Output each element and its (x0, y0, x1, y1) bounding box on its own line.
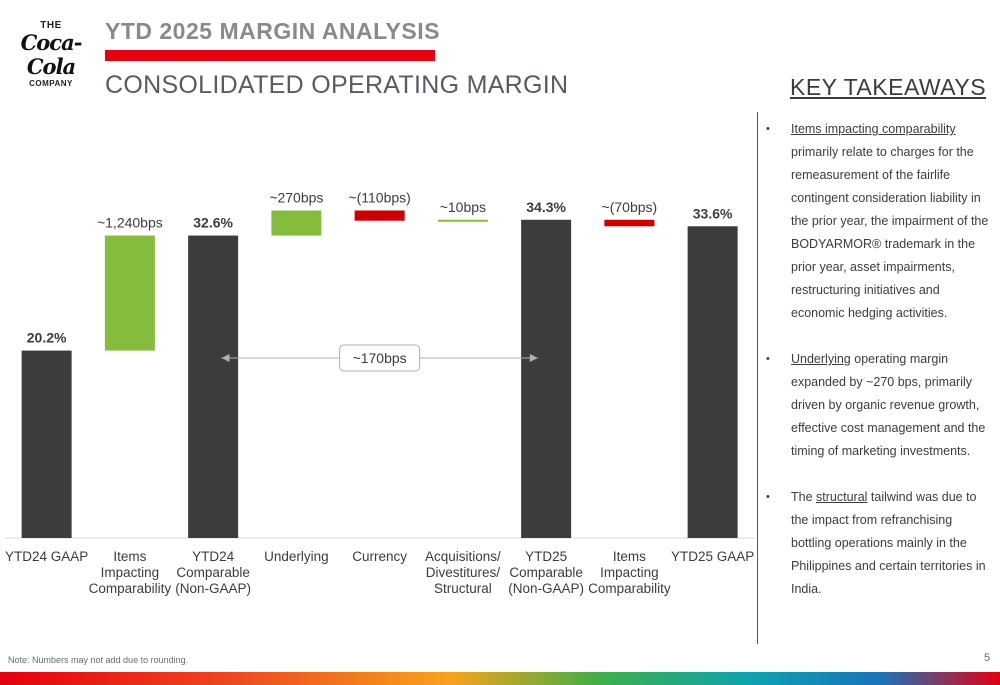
x-tick-label-3-1: YTD24 (192, 549, 235, 564)
waterfall-bar-3 (188, 235, 239, 539)
bracket-label-box (339, 344, 421, 372)
x-tick-label-8-2: Impacting (600, 565, 659, 580)
takeaway-text: operating margin expanded by ~270 bps, p… (791, 352, 986, 458)
data-label-6: ~10bps (440, 199, 486, 215)
takeaway-item-2: Underlying operating margin expanded by … (766, 348, 992, 463)
data-label-9: 33.6% (693, 205, 733, 221)
data-label-8: ~(70bps) (602, 199, 658, 215)
waterfall-chart: 20.2% ~1,240bps 32.6% ~270bps ~(110bps) ~10bp… (5, 189, 755, 596)
data-label-5: ~(110bps) (348, 189, 410, 205)
x-tick-label-2-2: Impacting (101, 565, 160, 580)
data-label-4: ~270bps (269, 189, 323, 205)
coca-cola-logo: THE Coca-Cola COMPANY (10, 20, 92, 88)
footnote: Note: Numbers may not add due to roundin… (8, 655, 189, 665)
logo-line-the: THE (40, 20, 62, 31)
x-tick-label-9-1: YTD25 GAAP (671, 549, 754, 564)
x-tick-label-5-1: Currency (352, 549, 407, 564)
takeaway-item-3: The structural tailwind was due to the i… (766, 486, 992, 601)
takeaway-highlight: Underlying (791, 352, 851, 366)
data-label-3: 32.6% (193, 215, 233, 231)
x-tick-label-6-1: Acquisitions/ (425, 549, 501, 564)
takeaway-item-1: Items impacting comparability primarily … (766, 118, 992, 325)
x-tick-label-3-2: Comparable (176, 565, 250, 580)
page-title: YTD 2025 MARGIN ANALYSIS (105, 18, 440, 44)
waterfall-bar-7 (521, 219, 572, 538)
waterfall-bar-4 (271, 210, 322, 236)
takeaway-text: tailwind was due to the impact from refr… (791, 490, 986, 596)
logo-wordmark: Coca-Cola (20, 30, 83, 79)
waterfall-bar-5 (354, 210, 405, 221)
x-tick-label-8-1: Items (613, 549, 646, 564)
x-tick-label-7-2: Comparable (509, 565, 583, 580)
title-accent-bar (105, 50, 435, 61)
key-takeaways-list: Items impacting comparability primarily … (766, 118, 992, 624)
x-tick-label-1-1: YTD24 GAAP (5, 549, 88, 564)
vertical-divider (757, 112, 758, 644)
waterfall-bar-6 (437, 219, 488, 222)
waterfall-bar-8 (604, 219, 655, 227)
bracket-label: ~170bps (353, 350, 407, 366)
x-tick-label-7-3: (Non-GAAP) (508, 581, 584, 596)
data-label-2: ~1,240bps (97, 215, 163, 231)
brand-color-stripe (0, 672, 1000, 685)
waterfall-bar-2 (104, 235, 155, 351)
key-takeaways-title: KEY TAKEAWAYS (790, 74, 987, 100)
x-tick-label-8-3: Comparability (588, 581, 671, 596)
x-tick-label-3-3: (Non-GAAP) (175, 581, 251, 596)
x-tick-label-4-1: Underlying (264, 549, 329, 564)
waterfall-bar-1 (21, 350, 72, 538)
waterfall-bar-9 (687, 226, 738, 538)
takeaway-prefix: The (791, 490, 817, 504)
x-tick-label-2-3: Comparability (89, 581, 172, 596)
x-tick-label-2-1: Items (113, 549, 146, 564)
page-number: 5 (984, 652, 991, 664)
takeaway-highlight: structural (816, 490, 868, 504)
x-tick-label-6-3: Structural (434, 581, 492, 596)
logo-line-company: COMPANY (29, 79, 73, 88)
data-label-7: 34.3% (526, 199, 566, 215)
x-tick-label-7-1: YTD25 (525, 549, 567, 564)
takeaway-text: primarily relate to charges for the reme… (791, 145, 989, 320)
data-label-1: 20.2% (27, 330, 67, 346)
page-subtitle: CONSOLIDATED OPERATING MARGIN (105, 71, 569, 99)
takeaway-highlight: Items impacting comparability (791, 122, 956, 136)
bracket-arrow-right-icon (529, 354, 538, 362)
bracket-arrow-left-icon (221, 354, 230, 362)
x-tick-label-6-2: Divestitures/ (426, 565, 501, 580)
